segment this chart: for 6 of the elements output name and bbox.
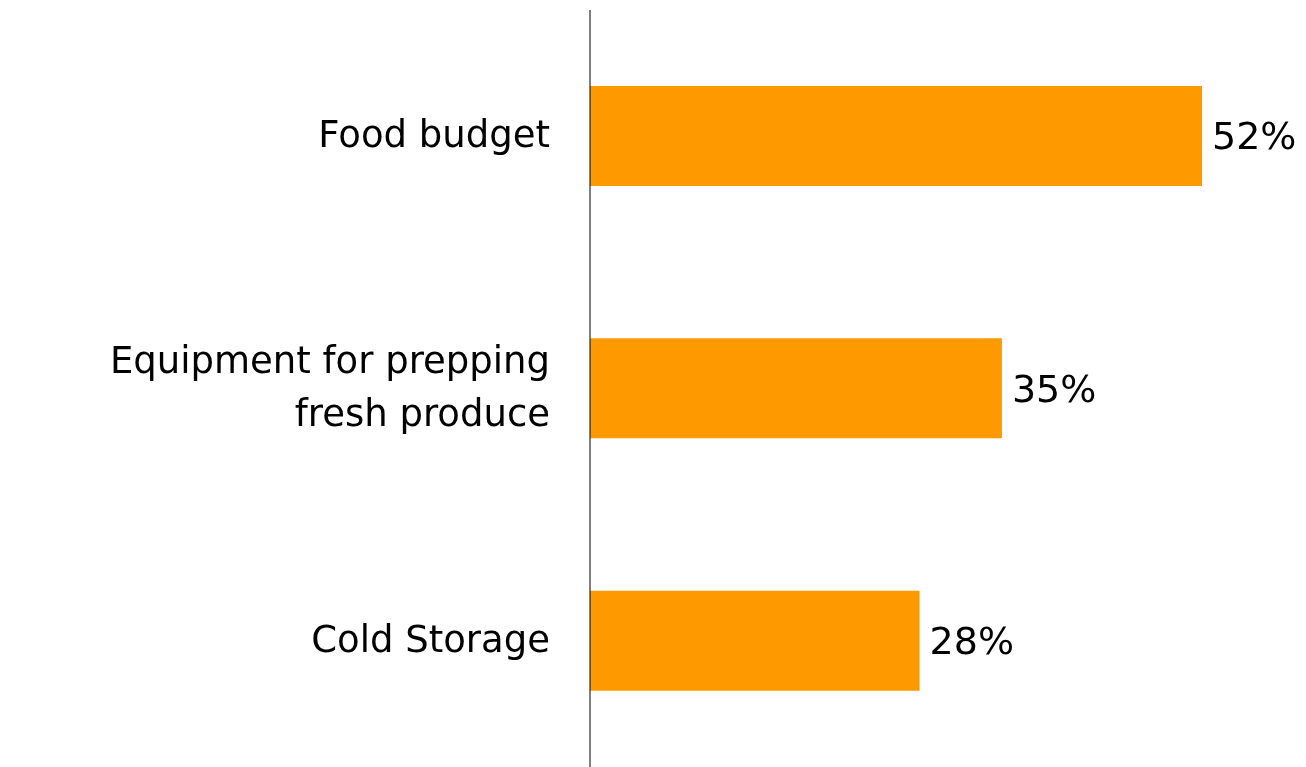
y-tick-label: Equipment for prepping fresh produce [109, 338, 550, 435]
data-label: 28% [929, 619, 1015, 664]
y-tick-label: Cold Storage [311, 617, 550, 661]
y-tick-label: Food budget [318, 112, 550, 156]
data-label: 52% [1212, 114, 1297, 159]
data-label: 35% [1011, 366, 1097, 411]
